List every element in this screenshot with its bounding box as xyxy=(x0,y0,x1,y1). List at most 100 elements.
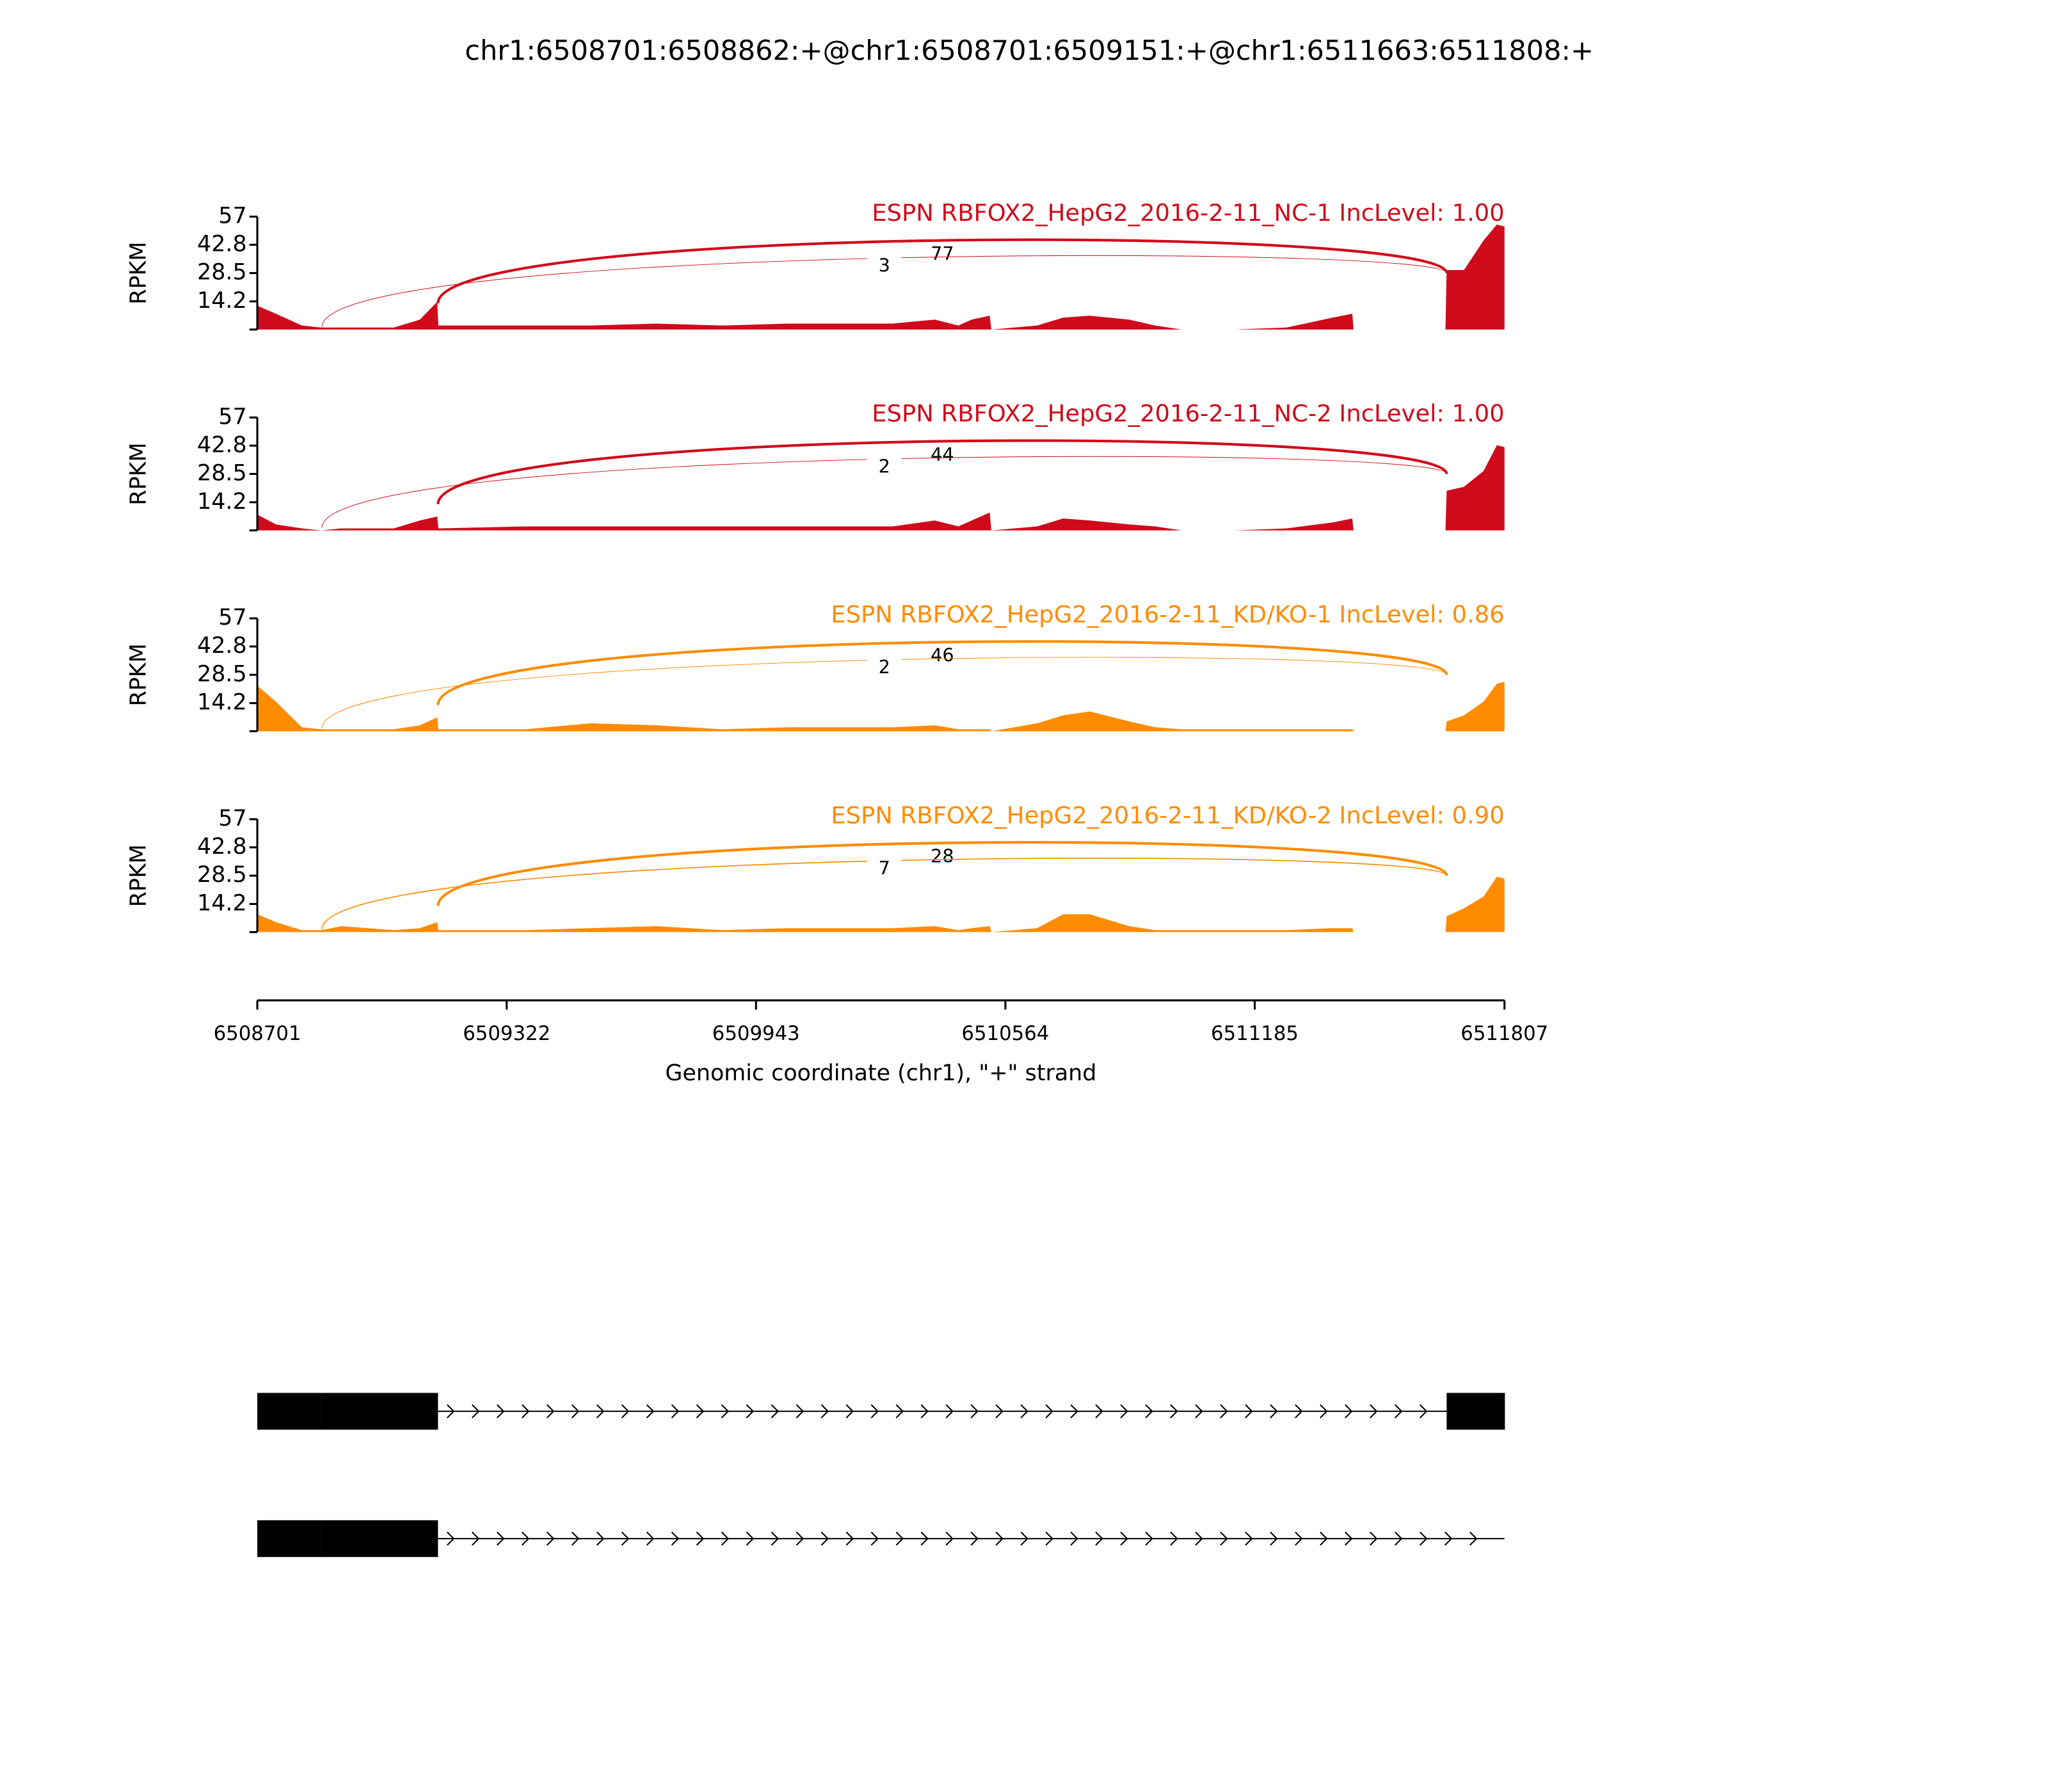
panel-title: ESPN RBFOX2_HepG2_2016-2-11_KD/KO-1 IncL… xyxy=(831,601,1504,628)
y-tick-label: 14.2 xyxy=(197,890,247,916)
strand-arrow xyxy=(920,1404,929,1419)
strand-arrow xyxy=(1220,1404,1228,1419)
strand-arrow xyxy=(721,1532,730,1546)
strand-arrow xyxy=(1370,1404,1378,1419)
strand-arrow xyxy=(1145,1532,1153,1546)
strand-arrow xyxy=(1395,1532,1403,1546)
junction-label-bg xyxy=(867,455,902,479)
x-axis-label: Genomic coordinate (chr1), "+" strand xyxy=(665,1060,1096,1086)
strand-arrow xyxy=(970,1404,979,1419)
strand-arrow xyxy=(646,1404,655,1419)
strand-arrow xyxy=(1245,1404,1253,1419)
strand-arrow xyxy=(1195,1404,1203,1419)
strand-arrow xyxy=(621,1404,630,1419)
junction-label: 46 xyxy=(931,644,954,666)
junction-label: 2 xyxy=(879,455,890,477)
strand-arrow xyxy=(1295,1532,1303,1546)
x-tick-label: 6510564 xyxy=(961,1022,1049,1045)
strand-arrow xyxy=(1120,1404,1128,1419)
strand-arrow xyxy=(596,1532,605,1546)
strand-arrow xyxy=(546,1532,555,1546)
junction-label: 77 xyxy=(931,243,954,264)
junction-arc xyxy=(436,439,1448,504)
strand-arrow xyxy=(796,1404,804,1419)
strand-arrow xyxy=(746,1404,755,1419)
strand-arrow xyxy=(820,1532,829,1546)
strand-arrow xyxy=(1245,1532,1253,1546)
strand-arrow xyxy=(1320,1404,1328,1419)
panel-title: ESPN RBFOX2_HepG2_2016-2-11_NC-1 IncLeve… xyxy=(872,199,1505,227)
strand-arrow xyxy=(1345,1404,1353,1419)
strand-arrow xyxy=(1420,1532,1428,1546)
exon xyxy=(322,1520,438,1557)
strand-arrow xyxy=(1370,1532,1378,1546)
strand-arrow xyxy=(1095,1532,1103,1546)
junction-label-bg xyxy=(867,857,902,881)
strand-arrow xyxy=(571,1532,580,1546)
junction-arc xyxy=(436,640,1448,705)
strand-arrow xyxy=(496,1404,505,1419)
strand-arrow xyxy=(920,1532,929,1546)
junction-label-bg xyxy=(925,444,960,468)
strand-arrow xyxy=(521,1404,530,1419)
chart-title: chr1:6508701:6508862:+@chr1:6508701:6509… xyxy=(465,35,1594,67)
y-axis-label: RPKM xyxy=(125,844,151,907)
x-tick-label: 6508701 xyxy=(214,1022,301,1045)
strand-arrow xyxy=(1469,1532,1478,1546)
exon xyxy=(1446,1393,1505,1430)
strand-arrow xyxy=(1045,1404,1053,1419)
panel-title: ESPN RBFOX2_HepG2_2016-2-11_KD/KO-2 IncL… xyxy=(831,801,1504,829)
x-tick-label: 6509322 xyxy=(463,1022,550,1045)
strand-arrow xyxy=(1170,1532,1178,1546)
x-tick-label: 6509943 xyxy=(712,1022,800,1045)
strand-arrow xyxy=(1095,1404,1103,1419)
strand-arrow xyxy=(721,1404,730,1419)
junction-label: 28 xyxy=(931,845,954,867)
strand-arrow xyxy=(870,1404,879,1419)
strand-arrow xyxy=(945,1404,954,1419)
strand-arrow xyxy=(1270,1532,1278,1546)
junction-label-bg xyxy=(867,254,902,278)
strand-arrow xyxy=(895,1532,904,1546)
coverage-area xyxy=(257,876,1505,932)
strand-arrow xyxy=(1070,1404,1078,1419)
y-tick-label: 57 xyxy=(218,605,246,630)
y-tick-label: 57 xyxy=(218,203,246,228)
strand-arrow xyxy=(596,1404,605,1419)
strand-arrow xyxy=(571,1404,580,1419)
coverage-area xyxy=(257,682,1505,732)
junction-arc xyxy=(436,841,1448,906)
strand-arrow xyxy=(1045,1532,1053,1546)
strand-arrow xyxy=(1320,1532,1328,1546)
strand-arrow xyxy=(521,1532,530,1546)
strand-arrow xyxy=(1120,1532,1128,1546)
strand-arrow xyxy=(471,1532,480,1546)
strand-arrow xyxy=(895,1404,904,1419)
strand-arrow xyxy=(1020,1404,1028,1419)
y-tick-label: 42.8 xyxy=(197,633,247,659)
y-tick-label: 42.8 xyxy=(197,231,247,257)
y-tick-label: 14.2 xyxy=(197,690,247,716)
strand-arrow xyxy=(995,1532,1004,1546)
y-axis-label: RPKM xyxy=(125,242,151,305)
exon xyxy=(257,1520,323,1557)
strand-arrow xyxy=(671,1532,680,1546)
strand-arrow xyxy=(845,1532,854,1546)
y-tick-label: 42.8 xyxy=(197,834,247,860)
strand-arrow xyxy=(1270,1404,1278,1419)
y-tick-label: 14.2 xyxy=(197,288,247,314)
junction-label: 2 xyxy=(879,656,890,678)
strand-arrow xyxy=(1070,1532,1078,1546)
strand-arrow xyxy=(945,1532,954,1546)
junction-label: 3 xyxy=(879,254,890,276)
strand-arrow xyxy=(1195,1532,1203,1546)
strand-arrow xyxy=(621,1532,630,1546)
strand-arrow xyxy=(1395,1404,1403,1419)
junction-label-bg xyxy=(925,644,960,669)
x-tick-label: 6511185 xyxy=(1211,1022,1299,1045)
y-tick-label: 42.8 xyxy=(197,432,247,458)
strand-arrow xyxy=(995,1404,1004,1419)
exon xyxy=(257,1393,323,1430)
exon xyxy=(322,1393,438,1430)
